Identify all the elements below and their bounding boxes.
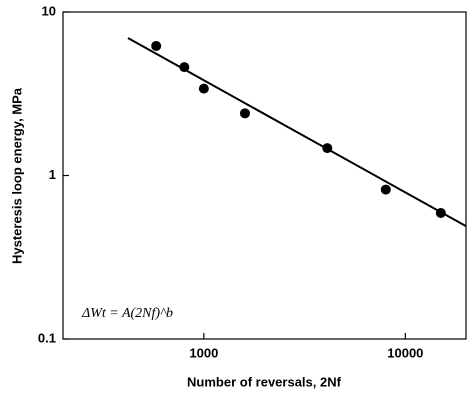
fit-line (127, 37, 467, 228)
annotation: ΔWt = A(2Nf)^b (81, 306, 173, 321)
y-tick-label: 1 (49, 167, 56, 182)
x-axis-label: Number of reversals, 2Nf (187, 374, 342, 389)
y-tick-label: 10 (42, 3, 56, 18)
x-tick-label: 1000 (189, 345, 218, 360)
x-tick-label: 10000 (387, 345, 423, 360)
y-tick-label: 0.1 (38, 330, 56, 345)
y-axis-label: Hysteresis loop energy, MPa (9, 87, 24, 264)
data-point (151, 40, 162, 51)
data-point (179, 62, 190, 73)
data-point (380, 184, 391, 195)
data-point (239, 108, 250, 119)
plot-frame (62, 11, 467, 340)
data-point (198, 83, 209, 94)
